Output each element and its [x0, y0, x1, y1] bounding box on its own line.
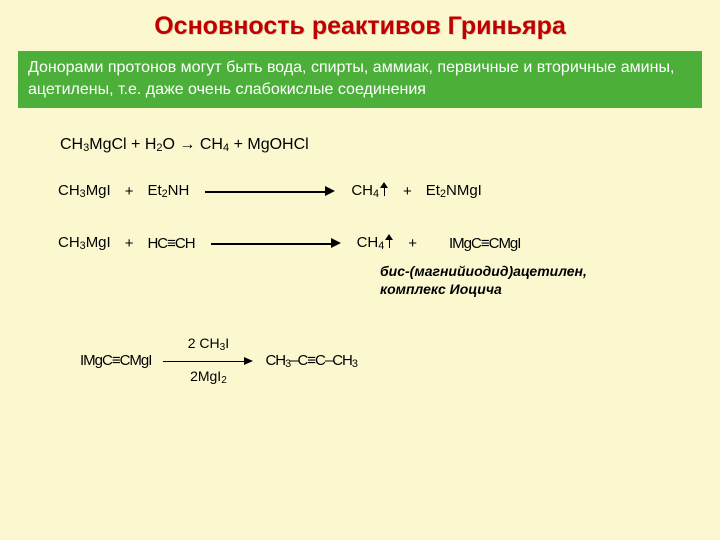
eq1-r1: CH3MgCl — [60, 136, 127, 153]
rxn4-bot: 2MgI2 — [190, 368, 227, 387]
gas-up-icon — [386, 234, 394, 248]
rxn3-plus1: + — [117, 235, 142, 252]
rxn4-top: 2 CH3I — [188, 335, 229, 354]
annotation-line1: бис-(магнийиодид)ацетилен, — [380, 263, 587, 279]
rxn2-arrow-icon — [205, 183, 335, 199]
product-annotation: бис-(магнийиодид)ацетилен, комплекс Иоци… — [380, 262, 720, 298]
reaction-2: CH3MgI + Et2NH CH4 + Et2NMgI — [52, 182, 720, 200]
frac-arrow-icon: 2 CH3I 2MgI2 — [163, 335, 253, 387]
rxn3-p2: IMgC≡CMgI — [425, 235, 526, 252]
arrow-line-icon — [163, 354, 253, 368]
rxn2-plus1: + — [117, 183, 142, 200]
eq1-p1: CH4 — [200, 136, 229, 153]
rxn2-r1: CH3MgI — [52, 182, 117, 200]
rxn2-plus2: + — [395, 183, 420, 200]
eq1-plus1: + — [131, 136, 140, 153]
rxn4-r1: IMgC≡CMgI — [80, 352, 151, 369]
rxn3-r2: HC≡CH — [141, 235, 200, 252]
rxn4-p1: CH3–C≡C–CH3 — [265, 352, 356, 370]
rxn3-plus2: + — [400, 235, 425, 252]
equation-1: CH3MgCl + H2O → CH4 + MgOHCl — [60, 136, 720, 154]
rxn2-p1: CH4 — [345, 182, 395, 200]
reaction-3: CH3MgI + HC≡CH CH4 + IMgC≡CMgI — [52, 234, 720, 252]
eq1-arrow: → — [179, 136, 195, 153]
reaction-4: IMgC≡CMgI 2 CH3I 2MgI2 CH3–C≡C–CH3 — [80, 335, 720, 387]
gas-up-icon — [381, 182, 389, 196]
slide-title: Основность реактивов Гриньяра — [0, 0, 720, 51]
eq1-plus2: + — [234, 136, 243, 153]
description-box: Донорами протонов могут быть вода, спирт… — [18, 51, 702, 108]
rxn2-p2: Et2NMgI — [420, 182, 488, 200]
rxn2-r2: Et2NH — [141, 182, 195, 200]
rxn3-arrow-icon — [211, 235, 341, 251]
eq1-p2: MgOHCl — [247, 136, 308, 153]
annotation-line2: комплекс Иоцича — [380, 281, 502, 297]
eq1-r2: H2O — [145, 136, 175, 153]
rxn3-r1: CH3MgI — [52, 234, 117, 252]
rxn3-p1: CH4 — [351, 234, 401, 252]
